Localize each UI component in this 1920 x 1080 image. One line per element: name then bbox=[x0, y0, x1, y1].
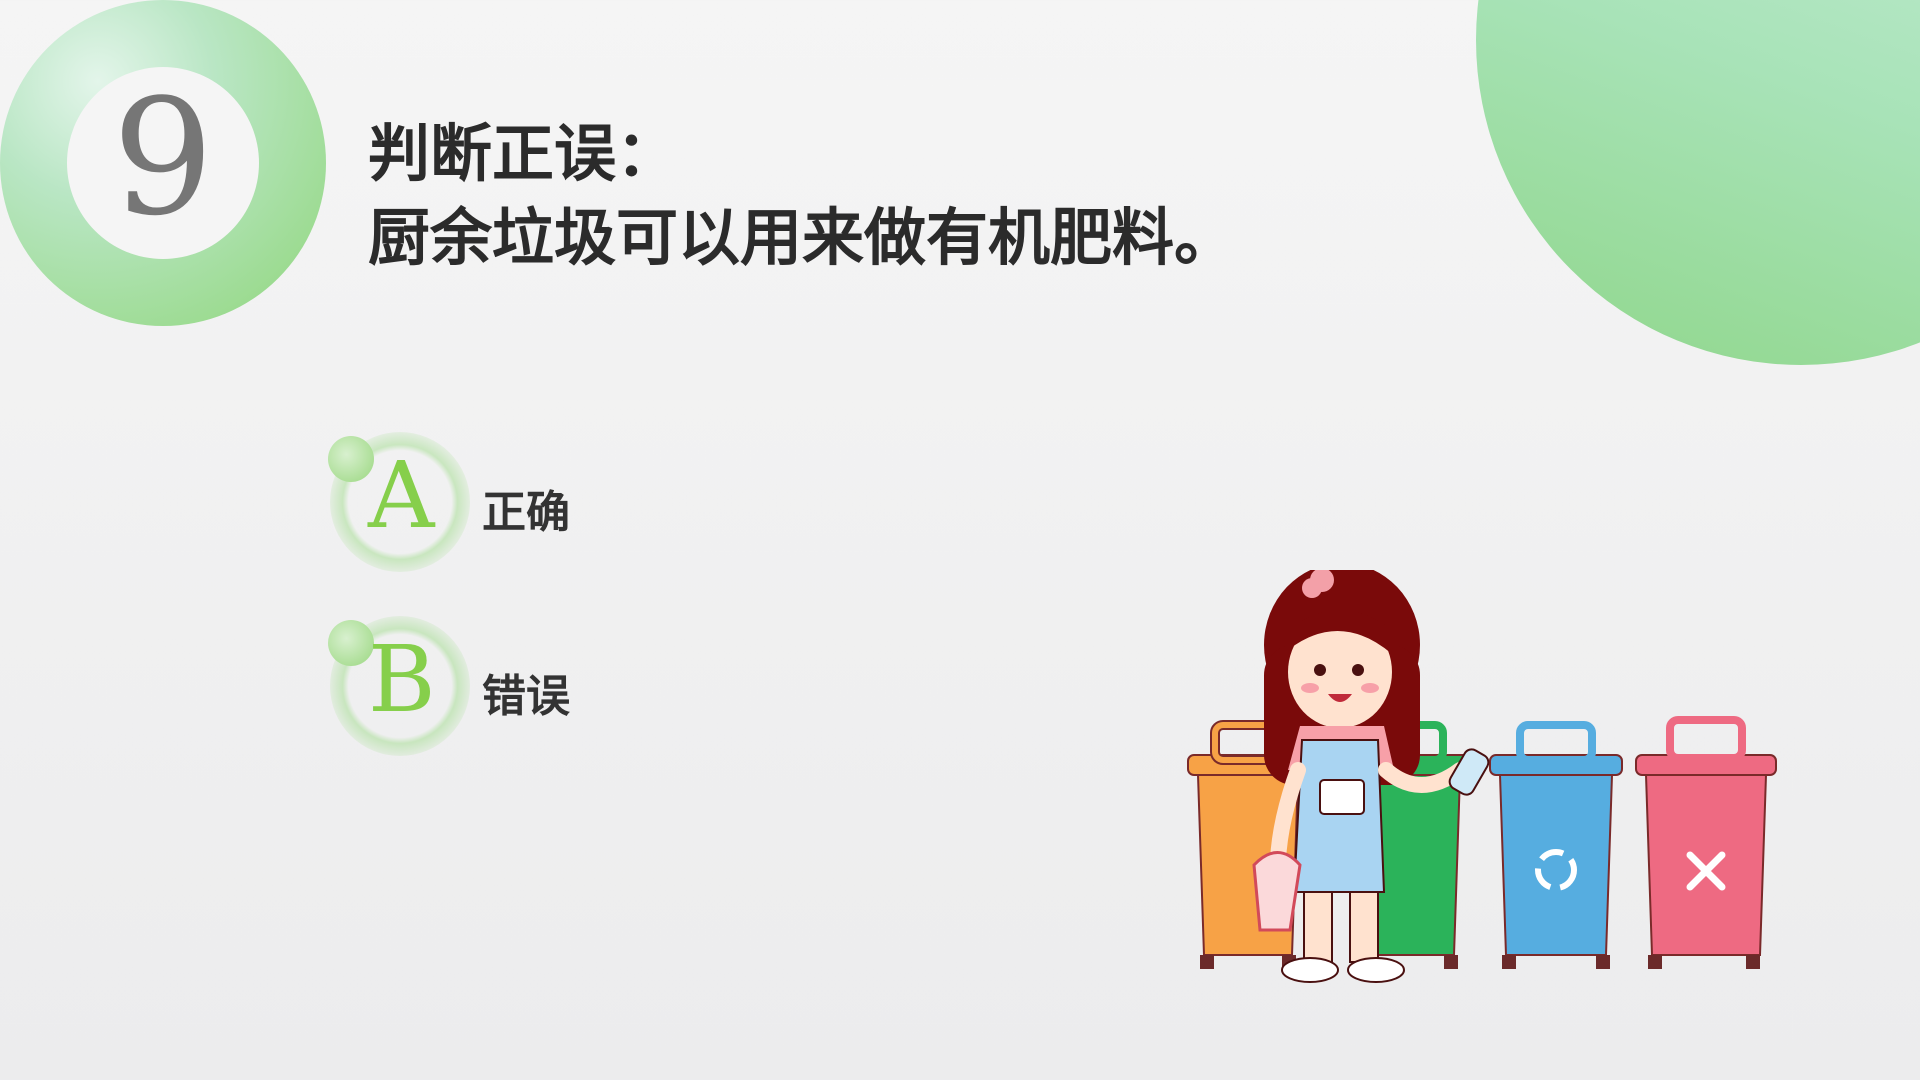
question-number-badge: 9 bbox=[0, 0, 326, 326]
option-dot-icon bbox=[328, 436, 374, 482]
option-a[interactable]: A 正确 bbox=[328, 432, 930, 572]
option-b[interactable]: B 错误 bbox=[328, 616, 930, 756]
question-statement: 厨余垃圾可以用来做有机肥料。 bbox=[368, 201, 1237, 274]
option-letter: A bbox=[368, 442, 435, 549]
option-letter: B bbox=[368, 626, 436, 733]
question-number: 9 bbox=[112, 64, 214, 251]
question-title: 判断正误： bbox=[368, 117, 679, 190]
recyclable-bin-icon bbox=[1489, 721, 1623, 969]
hazardous-bin-icon bbox=[1635, 716, 1777, 969]
option-dot-icon bbox=[328, 620, 374, 666]
option-label: 错误 bbox=[482, 671, 570, 722]
garbage-sorting-illustration bbox=[1187, 570, 1777, 983]
question-text: 判断正误： 厨余垃圾可以用来做有机肥料。 bbox=[368, 112, 1236, 280]
option-label: 正确 bbox=[482, 487, 570, 538]
girl-figure-icon bbox=[1252, 570, 1490, 983]
decorative-corner-circle bbox=[1476, 0, 1920, 365]
